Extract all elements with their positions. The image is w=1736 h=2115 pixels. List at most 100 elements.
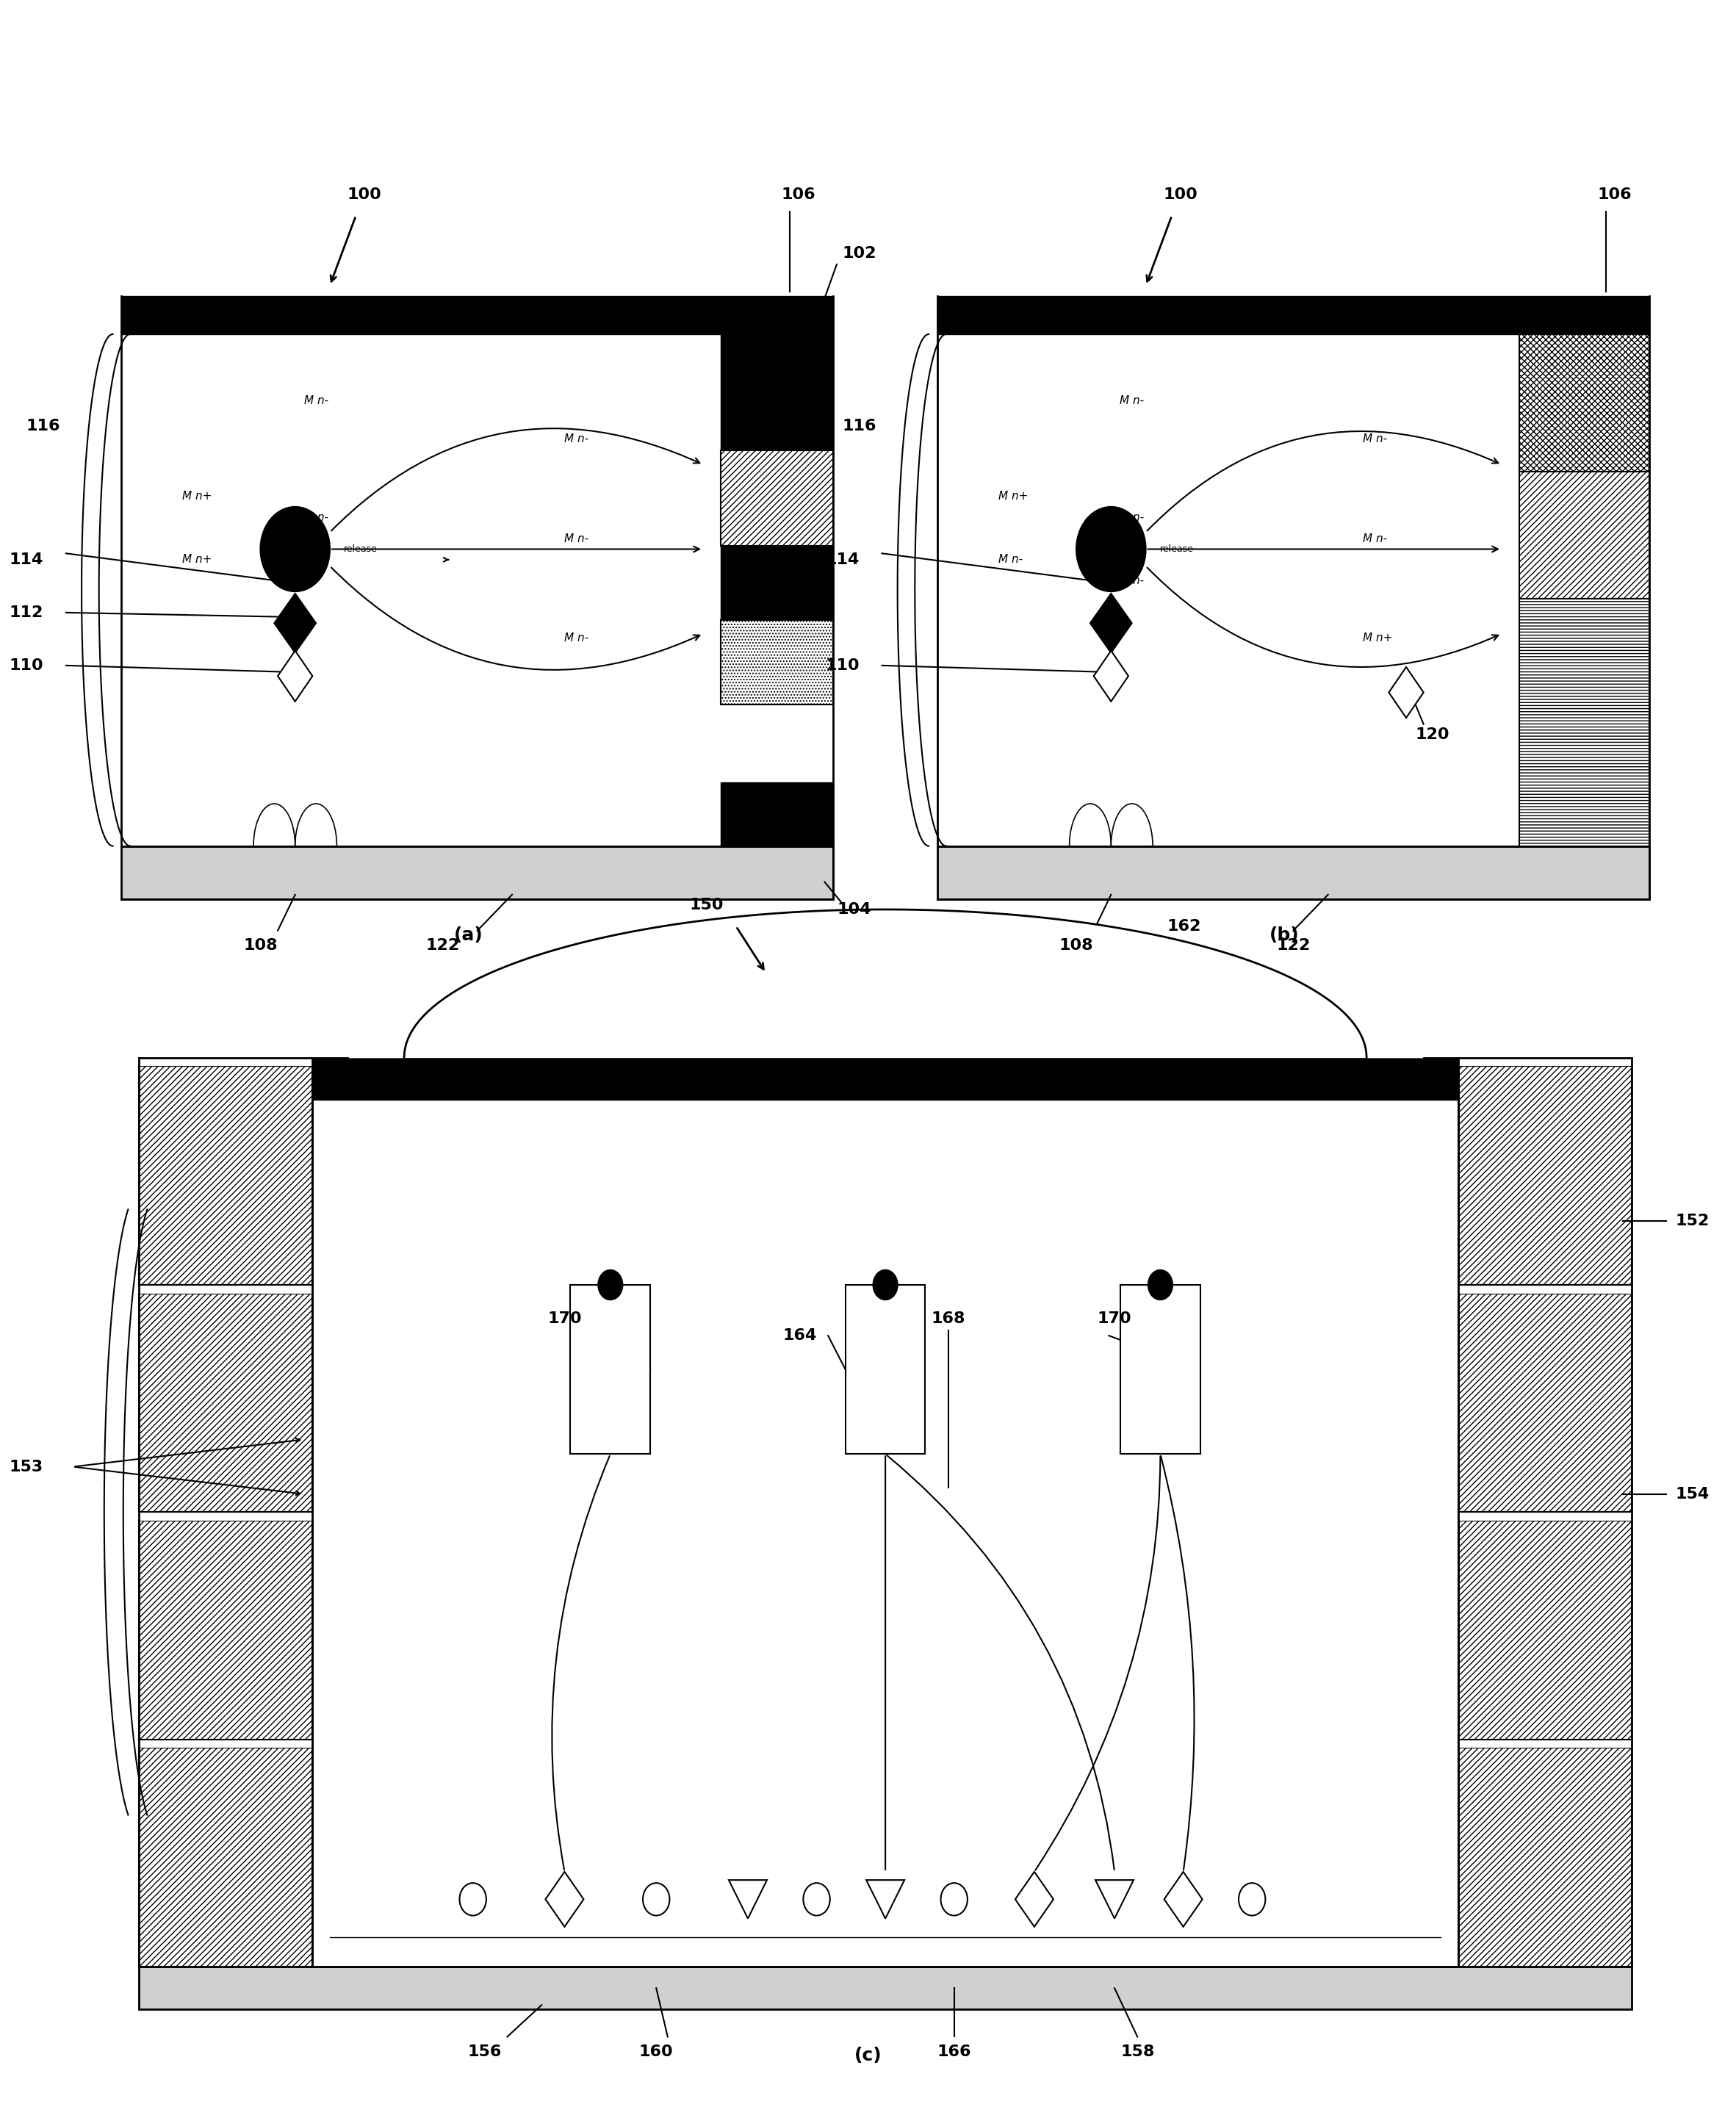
Bar bbox=[312, 1058, 1458, 1967]
Bar bbox=[122, 846, 833, 899]
Text: 153: 153 bbox=[9, 1459, 43, 1474]
Text: (b): (b) bbox=[1269, 926, 1300, 943]
Bar bbox=[139, 1286, 312, 1294]
Text: 114: 114 bbox=[9, 552, 43, 567]
Text: 170: 170 bbox=[547, 1311, 582, 1326]
Text: 104: 104 bbox=[837, 903, 871, 916]
Text: 108: 108 bbox=[1059, 939, 1094, 952]
Text: M n-: M n- bbox=[564, 632, 589, 643]
Text: 106: 106 bbox=[1597, 188, 1632, 201]
Text: M n+: M n+ bbox=[182, 554, 212, 565]
Text: 158: 158 bbox=[1120, 2045, 1154, 2058]
Text: 164: 164 bbox=[783, 1328, 816, 1343]
Bar bbox=[122, 296, 833, 334]
Circle shape bbox=[260, 508, 330, 592]
Bar bbox=[1519, 334, 1649, 472]
Bar bbox=[139, 1294, 312, 1512]
Circle shape bbox=[1076, 508, 1146, 592]
Text: M n-: M n- bbox=[564, 533, 589, 544]
Circle shape bbox=[642, 1882, 670, 1916]
Text: 114: 114 bbox=[825, 552, 859, 567]
Text: M n-: M n- bbox=[1363, 434, 1387, 444]
Text: 168: 168 bbox=[930, 1311, 965, 1326]
Text: M n-: M n- bbox=[304, 512, 328, 522]
Circle shape bbox=[599, 1269, 623, 1299]
Text: M n-: M n- bbox=[998, 554, 1023, 565]
Bar bbox=[845, 1286, 925, 1455]
Polygon shape bbox=[866, 1880, 904, 1918]
Text: 106: 106 bbox=[781, 188, 816, 201]
Polygon shape bbox=[545, 1872, 583, 1927]
Polygon shape bbox=[1095, 1880, 1134, 1918]
Bar bbox=[937, 296, 1649, 334]
Polygon shape bbox=[729, 1880, 767, 1918]
Bar bbox=[1458, 1739, 1632, 1747]
Text: M n+: M n+ bbox=[1363, 632, 1392, 643]
Bar bbox=[122, 334, 833, 846]
Text: 166: 166 bbox=[937, 2045, 970, 2058]
Text: release: release bbox=[1160, 544, 1193, 554]
Polygon shape bbox=[274, 594, 316, 654]
Bar bbox=[1458, 1512, 1632, 1521]
Circle shape bbox=[1147, 1269, 1172, 1299]
Bar bbox=[1458, 1058, 1632, 1066]
Bar bbox=[1458, 1747, 1632, 1967]
Polygon shape bbox=[1090, 594, 1132, 654]
Text: M n+: M n+ bbox=[998, 491, 1028, 501]
Text: M n-: M n- bbox=[1120, 396, 1144, 406]
Bar bbox=[937, 334, 1649, 846]
Circle shape bbox=[804, 1882, 830, 1916]
Bar bbox=[139, 1512, 312, 1521]
Text: M n-: M n- bbox=[564, 434, 589, 444]
Text: M n-: M n- bbox=[1120, 575, 1144, 586]
Text: 100: 100 bbox=[347, 188, 382, 201]
Bar bbox=[1458, 1066, 1632, 1286]
Text: M n-: M n- bbox=[1363, 533, 1387, 544]
Text: 122: 122 bbox=[425, 939, 460, 952]
Text: 100: 100 bbox=[1163, 188, 1198, 201]
Bar bbox=[139, 1967, 1632, 2009]
Text: 170: 170 bbox=[1097, 1311, 1132, 1326]
Text: M n+: M n+ bbox=[182, 491, 212, 501]
Text: (c): (c) bbox=[854, 2047, 882, 2064]
Text: 154: 154 bbox=[1675, 1487, 1710, 1502]
Bar bbox=[720, 783, 833, 846]
Bar bbox=[720, 334, 833, 450]
Bar bbox=[1458, 1521, 1632, 1739]
Text: 110: 110 bbox=[9, 658, 43, 673]
Text: 162: 162 bbox=[1167, 920, 1201, 933]
Polygon shape bbox=[1165, 1872, 1203, 1927]
Bar bbox=[1458, 1294, 1632, 1512]
Bar bbox=[139, 1058, 312, 1066]
Polygon shape bbox=[1094, 651, 1128, 702]
Text: 120: 120 bbox=[1415, 728, 1450, 742]
Circle shape bbox=[873, 1269, 898, 1299]
Bar bbox=[1458, 1286, 1632, 1294]
Polygon shape bbox=[1016, 1872, 1054, 1927]
Bar bbox=[1120, 1286, 1200, 1455]
Polygon shape bbox=[312, 909, 1458, 1058]
Text: 150: 150 bbox=[689, 899, 724, 912]
Bar bbox=[1519, 599, 1649, 846]
Text: 112: 112 bbox=[9, 605, 43, 620]
Text: (a): (a) bbox=[455, 926, 483, 943]
Circle shape bbox=[460, 1882, 486, 1916]
Bar bbox=[720, 450, 833, 546]
Polygon shape bbox=[1389, 666, 1424, 717]
Text: 160: 160 bbox=[639, 2045, 674, 2058]
Text: 110: 110 bbox=[825, 658, 859, 673]
Bar bbox=[312, 1058, 1458, 1100]
Bar bbox=[571, 1286, 651, 1455]
Bar bbox=[139, 1739, 312, 1747]
Bar bbox=[1519, 472, 1649, 599]
Bar bbox=[720, 620, 833, 704]
Text: 156: 156 bbox=[467, 2045, 502, 2058]
Text: M n-: M n- bbox=[1120, 512, 1144, 522]
Circle shape bbox=[1238, 1882, 1266, 1916]
Polygon shape bbox=[278, 651, 312, 702]
Bar bbox=[139, 1066, 312, 1286]
Text: release: release bbox=[344, 544, 377, 554]
Text: M n-: M n- bbox=[304, 396, 328, 406]
Text: 102: 102 bbox=[842, 247, 877, 260]
Bar bbox=[937, 846, 1649, 899]
